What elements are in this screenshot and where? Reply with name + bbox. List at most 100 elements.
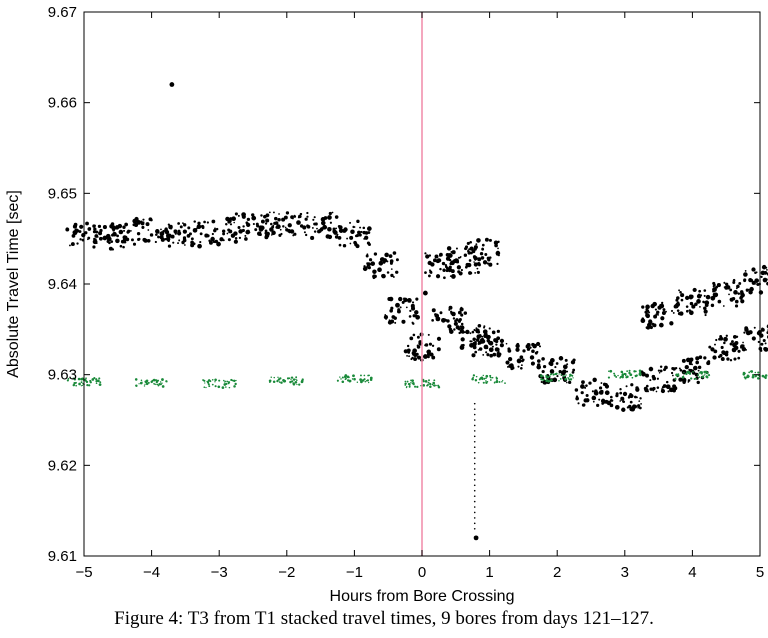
data-point (88, 384, 91, 387)
data-point (187, 226, 191, 230)
data-point (507, 348, 512, 353)
data-point-outlier (169, 82, 175, 87)
data-point (598, 398, 601, 401)
data-point (429, 270, 433, 274)
data-point (277, 379, 279, 381)
data-point (328, 211, 332, 216)
axis-ticks-layer (83, 11, 761, 557)
data-point (455, 247, 458, 250)
data-point (204, 382, 206, 384)
data-point (471, 353, 476, 358)
data-point (155, 383, 157, 386)
scatter-chart: −5 −4 −3 −2 −1 0 1 2 3 4 5 9.619.629.639.649.659.6… (5, 4, 768, 605)
data-point (473, 435, 476, 438)
data-point (138, 383, 140, 385)
data-point (411, 356, 414, 360)
data-point (295, 376, 298, 379)
data-point (550, 379, 553, 382)
data-point (431, 319, 434, 322)
data-point (450, 311, 454, 315)
data-point (197, 221, 201, 225)
data-point (703, 294, 706, 297)
data-point (354, 242, 358, 245)
data-point (485, 381, 488, 384)
data-point (681, 369, 687, 375)
data-point (203, 386, 206, 389)
data-point (434, 313, 437, 316)
data-point (233, 379, 236, 383)
data-point (478, 347, 483, 351)
data-point (683, 372, 685, 374)
data-point (327, 226, 332, 232)
data-point (218, 379, 221, 382)
data-point (94, 234, 99, 238)
data-point (704, 370, 708, 374)
data-point (695, 360, 700, 365)
data-point (332, 229, 337, 234)
data-point (170, 234, 175, 239)
data-point (508, 357, 513, 362)
data-point (472, 374, 475, 377)
data-point (710, 347, 715, 352)
data-point (188, 232, 192, 236)
data-point (102, 235, 108, 241)
data-point (410, 382, 412, 384)
data-point (155, 229, 160, 234)
data-point (643, 386, 648, 391)
data-point (293, 232, 297, 236)
data-point (312, 218, 315, 221)
data-point (384, 314, 387, 316)
data-point (313, 216, 316, 219)
data-point (749, 278, 754, 283)
data-point (581, 385, 584, 388)
data-point (77, 377, 81, 381)
data-point (268, 211, 271, 214)
data-point (554, 373, 557, 376)
data-point (740, 346, 742, 349)
data-point (208, 385, 211, 388)
data-point (735, 287, 738, 290)
data-point (364, 231, 369, 235)
data-point (641, 305, 645, 309)
data-point (743, 272, 748, 277)
data-point (541, 357, 545, 361)
data-point (467, 251, 470, 253)
data-point (260, 214, 263, 217)
data-point (678, 367, 681, 370)
data-point (640, 318, 646, 324)
data-point (406, 354, 408, 357)
data-point (699, 370, 703, 374)
data-point (692, 287, 697, 293)
x-tick-label: −3 (211, 564, 228, 581)
data-point (728, 293, 730, 296)
data-point (494, 243, 498, 248)
data-point (431, 383, 434, 386)
data-point (622, 391, 628, 397)
data-point (606, 400, 612, 406)
data-point (436, 336, 442, 341)
data-point (474, 271, 477, 274)
data-point (475, 243, 478, 246)
data-point (286, 377, 290, 380)
data-point (408, 315, 412, 318)
data-point (465, 329, 470, 335)
data-point (211, 232, 214, 236)
data-point (408, 355, 411, 358)
data-point (382, 258, 388, 263)
data-point (314, 222, 318, 226)
data-point (297, 216, 300, 219)
data-point (183, 223, 187, 227)
data-point (143, 385, 146, 387)
data-point (457, 310, 462, 315)
data-point-outlier (422, 290, 428, 296)
data-point (749, 286, 754, 292)
data-point (365, 379, 368, 382)
data-point (477, 329, 480, 331)
data-point (433, 379, 436, 382)
data-point (87, 227, 92, 231)
data-point (289, 229, 295, 234)
data-point (79, 238, 82, 241)
data-point (210, 236, 215, 242)
data-point (465, 262, 470, 267)
data-point (136, 231, 141, 236)
